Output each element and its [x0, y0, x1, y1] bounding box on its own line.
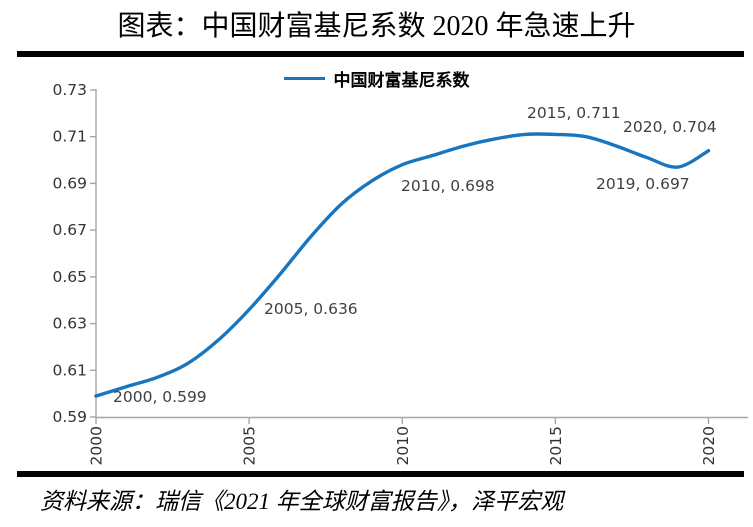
data-label-2015: 2015, 0.711 — [527, 104, 621, 122]
x-tick-label: 2005 — [241, 426, 259, 465]
data-label-2005: 2005, 0.636 — [264, 300, 358, 318]
page-title: 图表：中国财富基尼系数 2020 年急速上升 — [117, 11, 636, 42]
title-divider — [17, 51, 744, 57]
y-tick-label: 0.63 — [52, 315, 87, 333]
legend-label: 中国财富基尼系数 — [333, 71, 470, 90]
y-tick-label: 0.59 — [52, 408, 87, 426]
y-tick-label: 0.61 — [52, 361, 87, 379]
source-note: 资料来源：瑞信《2021 年全球财富报告》，泽平宏观 — [40, 489, 564, 514]
x-tick-label: 2010 — [394, 426, 412, 465]
y-tick-label: 0.67 — [52, 221, 87, 239]
data-label-2019: 2019, 0.697 — [596, 175, 690, 193]
legend-line-swatch — [283, 76, 325, 81]
y-tick-label: 0.65 — [52, 268, 87, 286]
data-label-2010: 2010, 0.698 — [401, 177, 495, 195]
x-axis-ticks — [95, 417, 710, 424]
gini-line-series — [94, 132, 711, 398]
x-tick-label: 2020 — [700, 426, 718, 465]
y-axis-ticks — [90, 89, 96, 418]
legend: 中国财富基尼系数 — [0, 66, 753, 91]
x-tick-label: 2015 — [547, 426, 565, 465]
data-label-2020: 2020, 0.704 — [623, 118, 717, 136]
footer-divider — [17, 471, 744, 477]
y-tick-label: 0.73 — [52, 81, 87, 99]
x-tick-label: 2000 — [88, 426, 106, 465]
y-tick-label: 0.71 — [52, 128, 87, 146]
y-tick-label: 0.69 — [52, 174, 87, 192]
plot-area: 0.73 0.71 0.69 0.67 0.65 0.63 0.61 0.59 … — [52, 81, 748, 465]
data-label-2000: 2000, 0.599 — [113, 388, 207, 406]
